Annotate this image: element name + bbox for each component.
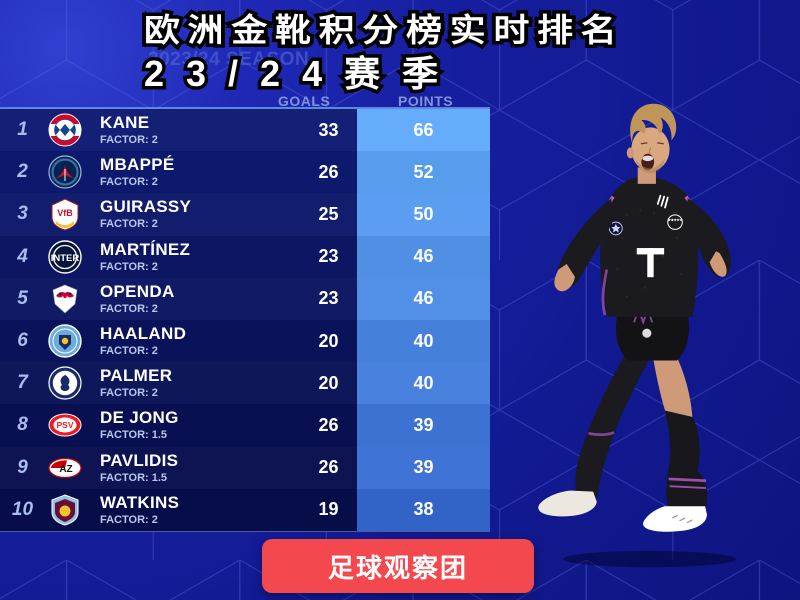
svg-text:★★★★★: ★★★★★ — [667, 218, 683, 222]
